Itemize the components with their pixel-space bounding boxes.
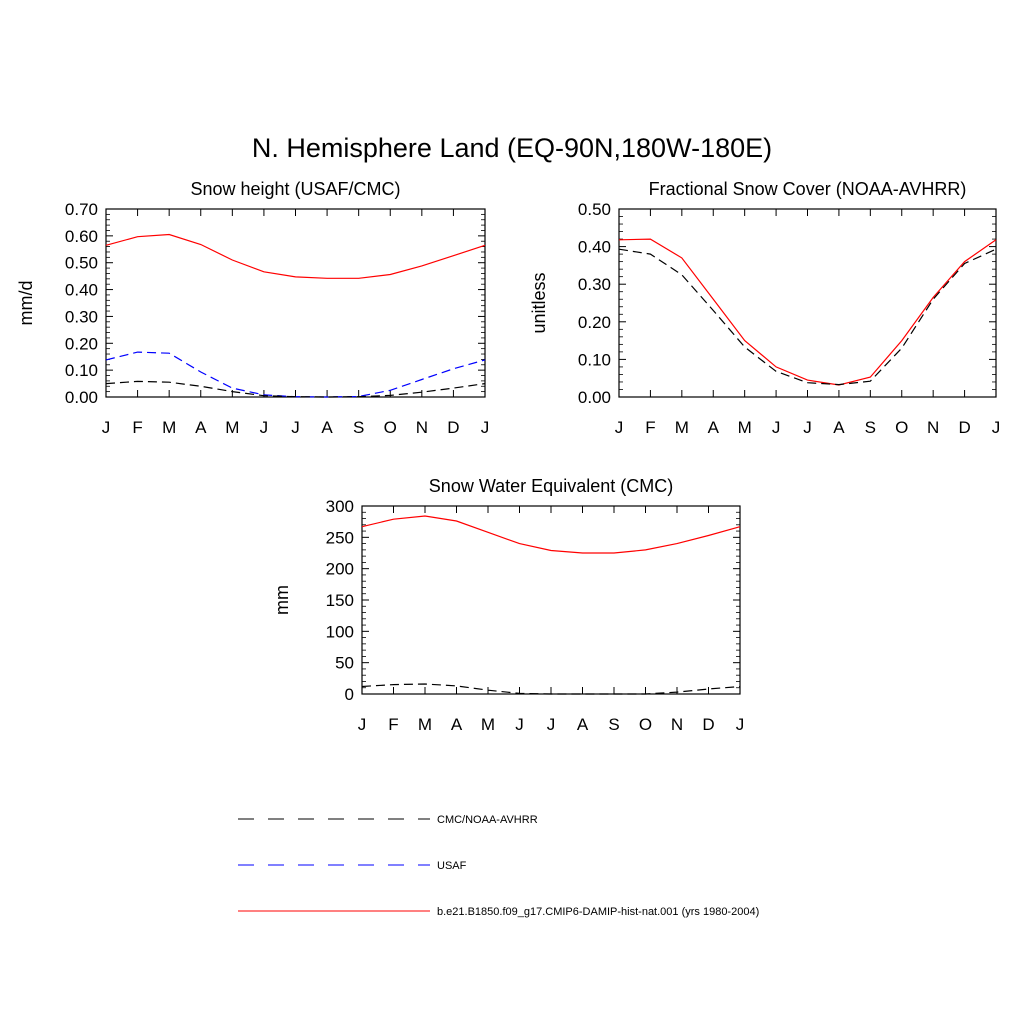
panel-1: Snow height (USAF/CMC) mm/d 0.00 0.10 0.20 0.…	[16, 179, 489, 437]
y-tick-label: 0	[345, 685, 354, 704]
x-tick-label: S	[865, 418, 876, 437]
x-tick-label: M	[162, 418, 176, 437]
y-axis-label: mm/d	[16, 281, 36, 326]
y-tick-label: 250	[326, 528, 354, 547]
legend-label: b.e21.B1850.f09_g17.CMIP6-DAMIP-hist-nat…	[437, 906, 759, 918]
y-tick-label: 50	[335, 654, 354, 673]
x-tick-label: J	[260, 418, 269, 437]
legend-item: USAF	[238, 860, 467, 872]
panel-3: Snow Water Equivalent (CMC) mm 0 50 100 150 20…	[272, 476, 744, 734]
x-tick-label: J	[358, 715, 367, 734]
x-tick-label: J	[803, 418, 812, 437]
x-tick-label: A	[195, 418, 207, 437]
y-tick-label: 0.40	[65, 281, 98, 300]
y-tick-label: 0.60	[65, 227, 98, 246]
series-line-b-e21-b1850-f09-g17-cmip6-damip-hist-nat-001	[105, 233, 486, 279]
y-tick-label: 100	[326, 622, 354, 641]
series-line-cmc-noaa-avhrr	[618, 248, 997, 386]
plot-frame	[361, 505, 741, 695]
x-tick-label: J	[291, 418, 300, 437]
series-line-b-e21-b1850-f09-g17-cmip6-damip-hist-nat-001	[618, 238, 997, 386]
panels: Snow height (USAF/CMC) mm/d 0.00 0.10 0.20 0.…	[16, 179, 1000, 734]
main-title: N. Hemisphere Land (EQ-90N,180W-180E)	[252, 133, 772, 163]
x-tick-label: M	[675, 418, 689, 437]
x-tick-label: M	[418, 715, 432, 734]
panel-2: Fractional Snow Cover (NOAA-AVHRR) unitle…	[529, 179, 1000, 437]
y-tick-label: 0.30	[65, 307, 98, 326]
y-tick-label: 0.50	[578, 200, 611, 219]
x-tick-label: A	[451, 715, 463, 734]
y-tick-label: 200	[326, 560, 354, 579]
series-line-cmc-noaa-avhrr	[361, 683, 741, 695]
x-tick-label: M	[738, 418, 752, 437]
x-tick-label: A	[577, 715, 589, 734]
legend-label: USAF	[437, 860, 467, 872]
y-tick-label: 0.20	[578, 313, 611, 332]
x-tick-label: O	[895, 418, 908, 437]
x-tick-label: D	[447, 418, 459, 437]
y-tick-label: 0.30	[578, 275, 611, 294]
x-tick-label: S	[608, 715, 619, 734]
legend-item: CMC/NOAA-AVHRR	[238, 814, 538, 826]
plot-frame	[105, 208, 486, 398]
y-tick-label: 150	[326, 591, 354, 610]
x-tick-label: A	[833, 418, 845, 437]
x-tick-label: A	[321, 418, 333, 437]
panel-title: Fractional Snow Cover (NOAA-AVHRR)	[649, 179, 967, 199]
y-tick-label: 0.10	[578, 350, 611, 369]
x-tick-label: J	[736, 715, 745, 734]
x-tick-label: F	[388, 715, 398, 734]
x-tick-label: O	[639, 715, 652, 734]
x-tick-label: J	[102, 418, 111, 437]
panel-title: Snow height (USAF/CMC)	[190, 179, 400, 199]
x-tick-label: N	[671, 715, 683, 734]
x-tick-label: J	[547, 715, 556, 734]
y-tick-label: 0.20	[65, 334, 98, 353]
x-tick-label: J	[615, 418, 624, 437]
y-tick-label: 0.40	[578, 238, 611, 257]
x-tick-label: J	[515, 715, 524, 734]
y-axis-label: unitless	[529, 272, 549, 333]
x-tick-label: A	[708, 418, 720, 437]
series-line-cmc-noaa-avhrr	[105, 380, 486, 398]
y-tick-label: 0.70	[65, 200, 98, 219]
plot-frame	[618, 208, 997, 398]
x-tick-label: J	[481, 418, 490, 437]
x-tick-label: N	[416, 418, 428, 437]
x-tick-label: D	[958, 418, 970, 437]
x-tick-label: O	[384, 418, 397, 437]
x-tick-label: S	[353, 418, 364, 437]
y-axis-label: mm	[272, 585, 292, 615]
y-tick-label: 0.00	[578, 388, 611, 407]
x-tick-label: J	[772, 418, 781, 437]
y-tick-label: 0.50	[65, 254, 98, 273]
legend-label: CMC/NOAA-AVHRR	[437, 814, 538, 826]
y-tick-label: 0.10	[65, 361, 98, 380]
x-tick-label: F	[132, 418, 142, 437]
y-tick-label: 300	[326, 497, 354, 516]
y-tick-label: 0.00	[65, 388, 98, 407]
x-tick-label: D	[702, 715, 714, 734]
x-tick-label: M	[481, 715, 495, 734]
legend: CMC/NOAA-AVHRR USAF b.e21.B1850.f09_g17.CM…	[238, 814, 759, 918]
legend-item: b.e21.B1850.f09_g17.CMIP6-DAMIP-hist-nat…	[238, 906, 759, 918]
x-tick-label: N	[927, 418, 939, 437]
panel-title: Snow Water Equivalent (CMC)	[429, 476, 673, 496]
x-tick-label: F	[645, 418, 655, 437]
x-tick-label: J	[992, 418, 1001, 437]
x-tick-label: M	[225, 418, 239, 437]
series-line-b-e21-b1850-f09-g17-cmip6-damip-hist-nat-001	[361, 515, 741, 554]
